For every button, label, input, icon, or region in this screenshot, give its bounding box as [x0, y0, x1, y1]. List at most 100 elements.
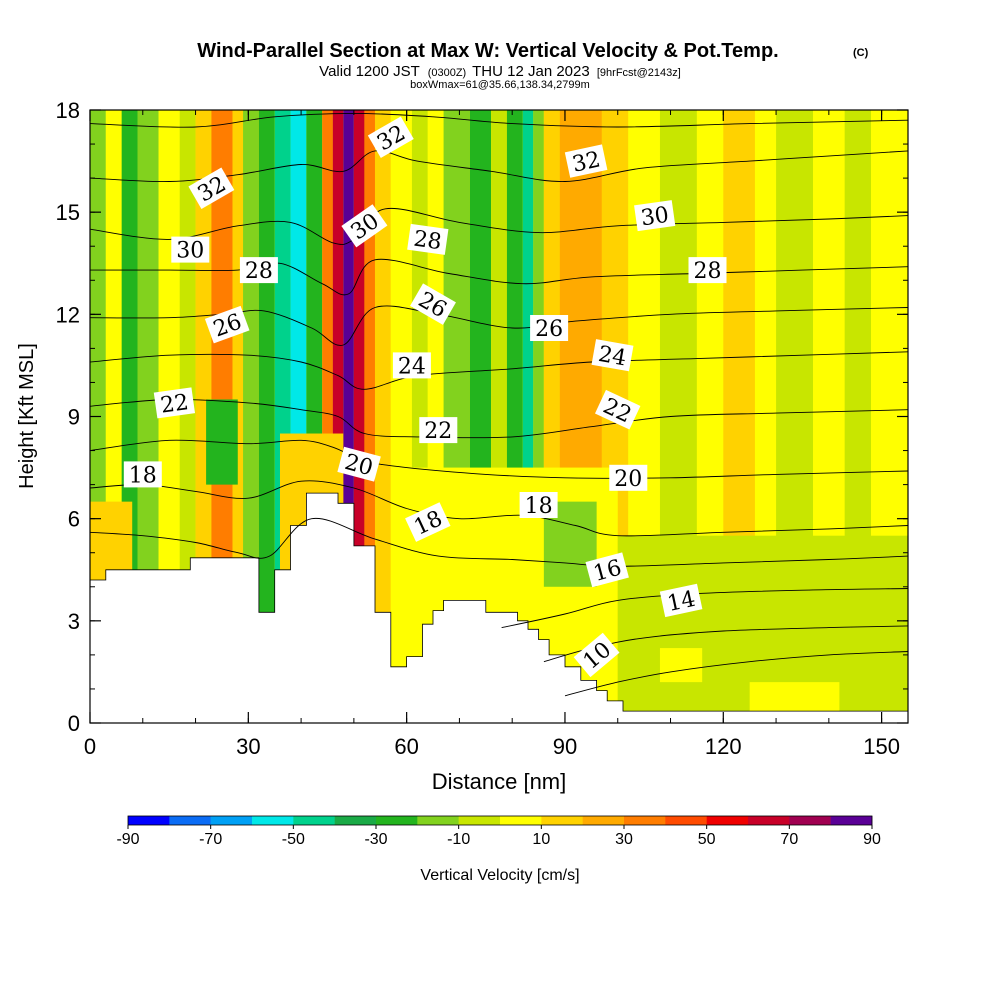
theta-isoline-16 — [90, 517, 908, 567]
colorbar-swatch-5 — [334, 816, 377, 825]
contour-label-7: 28 — [407, 223, 449, 256]
contour-label-box — [530, 315, 569, 341]
colorbar-swatch-11 — [582, 816, 625, 825]
contour-label-box — [609, 464, 648, 491]
contour-label-11: 26 — [530, 315, 569, 342]
y-tick-label: 18 — [56, 98, 80, 123]
w-band-17 — [353, 110, 365, 723]
colorbar-swatch-3 — [252, 816, 294, 825]
colorbar-tick-label: 30 — [615, 831, 633, 848]
x-tick-label: 90 — [553, 734, 577, 759]
contour-label-2: 32 — [564, 144, 608, 178]
valid-day: THU 12 Jan 2023 — [472, 63, 590, 80]
contour-label-box — [367, 116, 414, 158]
contour-label-box — [573, 632, 620, 678]
contour-label-box — [239, 257, 278, 284]
w-band-19 — [374, 110, 391, 723]
colorbar-swatch-7 — [417, 816, 459, 825]
colorbar-outline — [127, 815, 873, 826]
contour-label-8: 28 — [688, 257, 727, 284]
colorbar-label: Vertical Velocity [cm/s] — [420, 867, 579, 884]
theta-isoline-22 — [90, 398, 908, 439]
x-tick-label: 120 — [705, 734, 742, 759]
valid-prefix: Valid 1200 JST — [319, 63, 419, 80]
contour-label-box — [341, 204, 388, 248]
contour-label-box — [519, 492, 558, 518]
contour-label-6: 28 — [239, 257, 278, 284]
colorbar: -90 -70 -50 -30 -10 10 30 50 70 90 — [116, 815, 881, 848]
contour-label-box — [634, 200, 676, 232]
w-patch-6 — [659, 648, 703, 683]
valid-time: Valid 1200 JST (0300Z) THU 12 Jan 2023 [… — [319, 63, 681, 80]
colorbar-swatch-0 — [128, 816, 170, 825]
contour-label-23: 14 — [659, 583, 703, 618]
contour-label-text: 18 — [525, 494, 553, 519]
contour-label-box — [337, 446, 381, 482]
contour-label-text: 20 — [614, 467, 642, 492]
y-tick-label: 15 — [56, 200, 80, 225]
contour-label-box — [564, 144, 608, 178]
contour-label-box — [405, 502, 451, 542]
colorbar-swatch-13 — [665, 816, 707, 825]
colorbar-swatch-10 — [541, 816, 583, 825]
colorbar-swatch-9 — [500, 816, 542, 825]
contour-label-5: 30 — [634, 200, 676, 232]
contour-label-box — [204, 305, 250, 344]
colorbar-tick-label: -10 — [447, 831, 470, 848]
contour-label-box — [594, 389, 641, 430]
colorbar-tick-label: -30 — [364, 831, 387, 848]
x-tick-label: 150 — [863, 734, 900, 759]
theta-isoline-32 — [90, 150, 908, 183]
contour-label-3: 30 — [171, 236, 210, 264]
theta-isoline-30 — [90, 207, 908, 245]
contour-label-text: 24 — [398, 354, 426, 379]
contour-label-text: 32 — [570, 147, 603, 177]
y-tick-label: 9 — [68, 405, 80, 430]
terrain-profile — [90, 492, 908, 723]
colorbar-swatch-1 — [169, 816, 211, 825]
y-axis-label: Height [Kft MSL] — [16, 343, 38, 489]
colorbar-tick-label: 50 — [698, 831, 716, 848]
colorbar-swatch-12 — [624, 816, 666, 825]
colorbar-swatch-8 — [458, 816, 501, 825]
contour-label-19: 18 — [123, 461, 162, 488]
contour-label-box — [171, 236, 210, 263]
colorbar-swatch-14 — [706, 816, 749, 825]
contour-label-box — [585, 552, 629, 588]
contour-label-text: 28 — [412, 227, 443, 256]
colorbar-tick-label: 10 — [532, 831, 550, 848]
x-axis-label: Distance [nm] — [432, 769, 567, 794]
contour-label-box — [407, 223, 449, 255]
colorbar-tick-label: -70 — [199, 831, 222, 848]
contour-label-box — [188, 167, 235, 210]
w-band-18 — [364, 110, 375, 723]
contour-label-15: 22 — [419, 417, 458, 444]
contour-label-text: 30 — [176, 239, 204, 264]
x-tick-label: 30 — [236, 734, 260, 759]
w-band-28 — [533, 110, 544, 723]
y-tick-label: 3 — [68, 609, 80, 634]
contour-label-22: 16 — [585, 552, 629, 588]
valid-zulu: (0300Z) — [428, 67, 467, 79]
theta-isoline-18 — [90, 480, 908, 537]
y-tick-label: 12 — [56, 302, 80, 327]
w-band-14 — [322, 110, 333, 723]
contour-label-text: 22 — [424, 419, 452, 444]
colorbar-tick-label: -50 — [282, 831, 305, 848]
contour-label-text: 30 — [639, 203, 670, 232]
contour-label-box — [410, 283, 456, 325]
theta-isoline-10 — [564, 651, 908, 697]
contour-label-21: 18 — [519, 492, 558, 519]
box-info: boxWmax=61@35.66,138.34,2799m — [410, 79, 590, 91]
colorbar-swatch-6 — [376, 816, 418, 825]
y-tick-label: 6 — [68, 507, 80, 532]
colorbar-swatch-17 — [830, 816, 873, 825]
y-tick-label: 0 — [68, 711, 80, 736]
title-mark: (C) — [853, 47, 869, 59]
contour-label-box — [153, 387, 196, 419]
contour-label-box — [392, 352, 431, 379]
contour-label-12: 24 — [392, 352, 431, 379]
x-tick-label: 60 — [394, 734, 418, 759]
theta-isoline-34 — [90, 112, 908, 128]
